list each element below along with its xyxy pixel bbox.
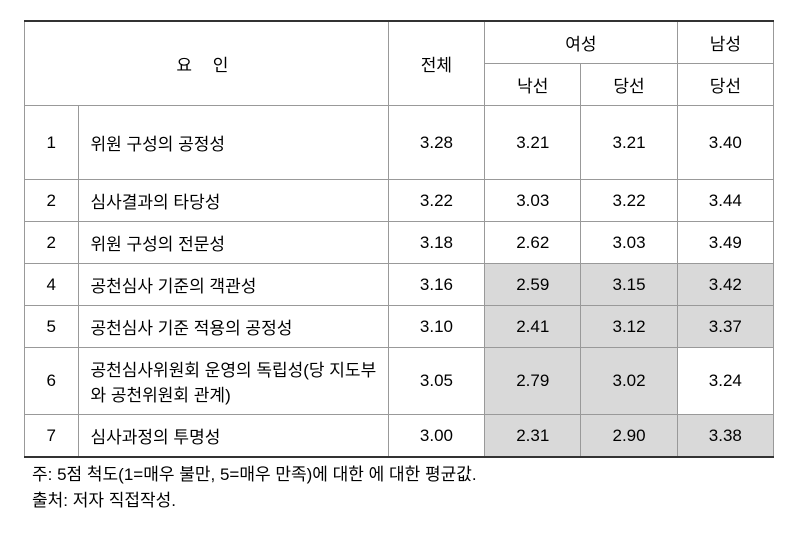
row-label: 심사과정의 투명성 [78, 415, 388, 458]
cell-male-elected: 3.38 [677, 415, 773, 458]
cell-total: 3.16 [388, 264, 484, 306]
cell-total: 3.28 [388, 106, 484, 180]
cell-male-elected: 3.24 [677, 348, 773, 415]
cell-female-lost: 3.21 [485, 106, 581, 180]
cell-female-lost: 2.62 [485, 222, 581, 264]
header-male-elected: 당선 [677, 64, 773, 106]
cell-male-elected: 3.40 [677, 106, 773, 180]
cell-male-elected: 3.42 [677, 264, 773, 306]
cell-female-elected: 3.12 [581, 306, 677, 348]
table-row: 2심사결과의 타당성3.223.033.223.44 [25, 180, 774, 222]
table-row: 2위원 구성의 전문성3.182.623.033.49 [25, 222, 774, 264]
cell-male-elected: 3.44 [677, 180, 773, 222]
cell-male-elected: 3.49 [677, 222, 773, 264]
cell-total: 3.10 [388, 306, 484, 348]
row-label: 공천심사 기준 적용의 공정성 [78, 306, 388, 348]
row-number: 6 [25, 348, 79, 415]
cell-female-elected: 3.21 [581, 106, 677, 180]
table-row: 1위원 구성의 공정성3.283.213.213.40 [25, 106, 774, 180]
row-label: 심사결과의 타당성 [78, 180, 388, 222]
header-male: 남성 [677, 21, 773, 64]
row-label: 위원 구성의 공정성 [78, 106, 388, 180]
row-number: 5 [25, 306, 79, 348]
cell-female-elected: 2.90 [581, 415, 677, 458]
cell-female-lost: 2.79 [485, 348, 581, 415]
cell-female-lost: 3.03 [485, 180, 581, 222]
data-table: 요 인 전체 여성 남성 낙선 당선 당선 1위원 구성의 공정성3.283.2… [24, 20, 774, 458]
note-line-1: 주: 5점 척도(1=매우 불만, 5=매우 만족)에 대한 에 대한 평균값. [32, 462, 774, 488]
cell-female-lost: 2.59 [485, 264, 581, 306]
table-row: 7심사과정의 투명성3.002.312.903.38 [25, 415, 774, 458]
cell-total: 3.18 [388, 222, 484, 264]
header-female: 여성 [485, 21, 678, 64]
cell-male-elected: 3.37 [677, 306, 773, 348]
row-label: 공천심사위원회 운영의 독립성(당 지도부와 공천위원회 관계) [78, 348, 388, 415]
table-body: 1위원 구성의 공정성3.283.213.213.402심사결과의 타당성3.2… [25, 106, 774, 458]
header-factor: 요 인 [25, 21, 389, 106]
table-row: 4공천심사 기준의 객관성3.162.593.153.42 [25, 264, 774, 306]
row-number: 2 [25, 180, 79, 222]
cell-total: 3.22 [388, 180, 484, 222]
row-label: 공천심사 기준의 객관성 [78, 264, 388, 306]
footer-notes: 주: 5점 척도(1=매우 불만, 5=매우 만족)에 대한 에 대한 평균값.… [24, 462, 774, 513]
cell-female-lost: 2.31 [485, 415, 581, 458]
row-label: 위원 구성의 전문성 [78, 222, 388, 264]
row-number: 2 [25, 222, 79, 264]
table-row: 5공천심사 기준 적용의 공정성3.102.413.123.37 [25, 306, 774, 348]
cell-total: 3.00 [388, 415, 484, 458]
header-female-elected: 당선 [581, 64, 677, 106]
row-number: 4 [25, 264, 79, 306]
row-number: 1 [25, 106, 79, 180]
cell-female-elected: 3.03 [581, 222, 677, 264]
note-line-2: 출처: 저자 직접작성. [32, 488, 774, 514]
table-row: 6공천심사위원회 운영의 독립성(당 지도부와 공천위원회 관계)3.052.7… [25, 348, 774, 415]
cell-female-elected: 3.15 [581, 264, 677, 306]
cell-female-elected: 3.22 [581, 180, 677, 222]
cell-female-lost: 2.41 [485, 306, 581, 348]
cell-female-elected: 3.02 [581, 348, 677, 415]
header-total: 전체 [388, 21, 484, 106]
header-female-lost: 낙선 [485, 64, 581, 106]
cell-total: 3.05 [388, 348, 484, 415]
row-number: 7 [25, 415, 79, 458]
